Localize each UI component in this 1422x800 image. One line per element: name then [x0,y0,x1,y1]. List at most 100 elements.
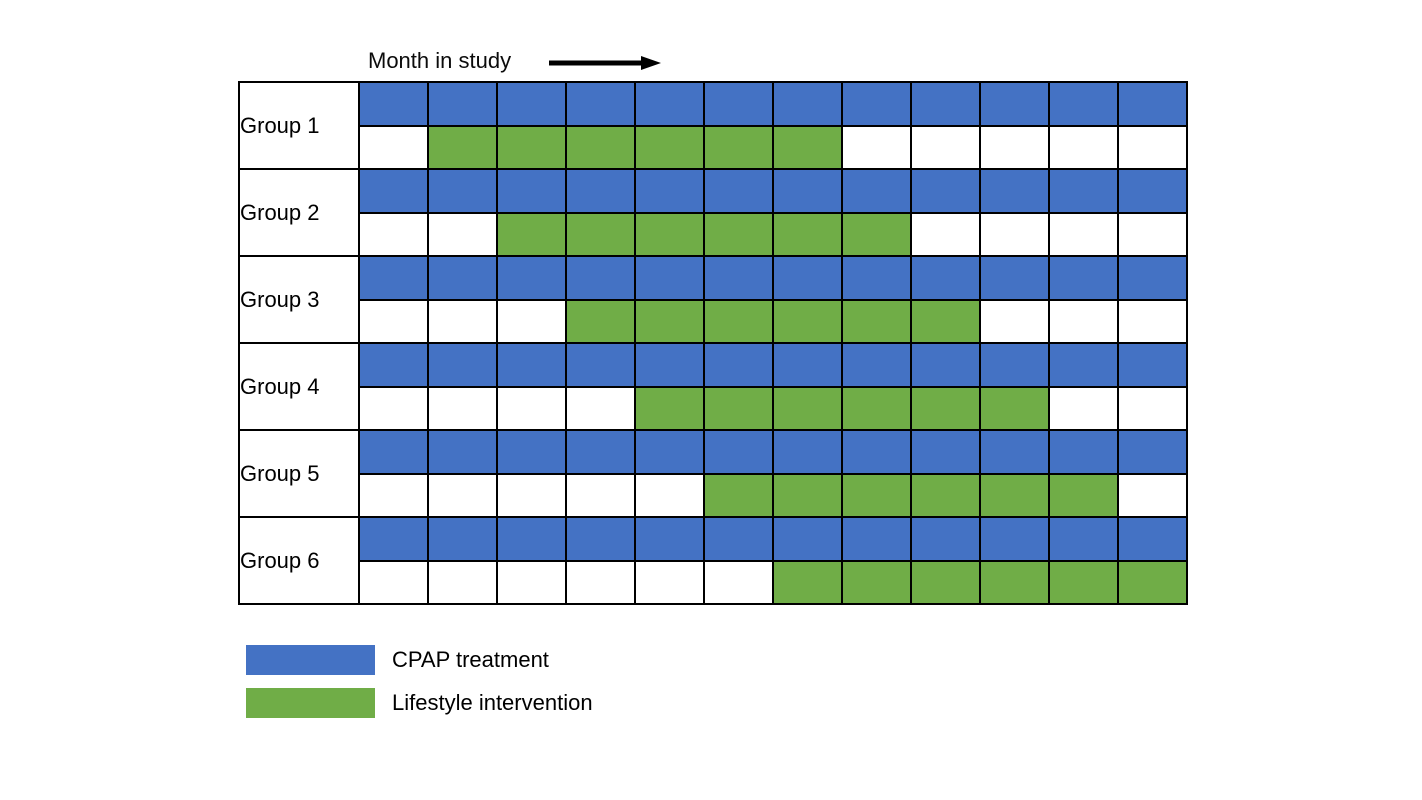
group-label: Group 6 [238,516,360,605]
cpap-cell [427,168,498,214]
lifestyle-legend-label: Lifestyle intervention [392,690,593,715]
empty-cell [427,472,498,518]
lifestyle-cell [703,211,774,257]
cpap-cell [1117,255,1188,301]
empty-cell [979,298,1050,344]
empty-cell [979,211,1050,257]
cpap-cell [910,81,981,127]
cpap-cell [358,168,429,214]
cpap-cell [703,168,774,214]
cpap-cell [1048,81,1119,127]
empty-cell [1117,472,1188,518]
cpap-cell [841,342,912,388]
empty-cell [979,124,1050,170]
cpap-cell [772,168,843,214]
lifestyle-cell [772,559,843,605]
cpap-cell [565,255,636,301]
cpap-legend-label: CPAP treatment [392,647,549,672]
cpap-cell [496,81,567,127]
lifestyle-cell [772,385,843,431]
cpap-cell [427,255,498,301]
lifestyle-cell [634,211,705,257]
cpap-cell [634,429,705,475]
cpap-cell [910,516,981,562]
cpap-cell [910,255,981,301]
group-label: Group 1 [238,81,360,170]
empty-cell [358,472,429,518]
cpap-cell [1117,429,1188,475]
lifestyle-cell [841,559,912,605]
cpap-cell [1048,429,1119,475]
cpap-cell [979,516,1050,562]
empty-cell [1048,211,1119,257]
cpap-cell [565,342,636,388]
group-row: Group 3 [238,255,1188,344]
cpap-cell [634,255,705,301]
cpap-cell [841,168,912,214]
lifestyle-cell [634,385,705,431]
empty-cell [841,124,912,170]
lifestyle-cell [841,298,912,344]
cpap-cell [634,516,705,562]
cpap-cell [772,81,843,127]
group-row-intervention [239,472,1188,518]
cpap-cell [979,342,1050,388]
lifestyle-cell [1048,472,1119,518]
cpap-cell [1117,516,1188,562]
cpap-cell [358,255,429,301]
cpap-cell [841,429,912,475]
cpap-cell [427,516,498,562]
lifestyle-cell [841,385,912,431]
cpap-cell [841,255,912,301]
empty-cell [358,211,429,257]
right-arrow-icon [549,56,661,70]
lifestyle-cell [496,124,567,170]
lifestyle-cell [634,298,705,344]
cpap-cell [1048,255,1119,301]
lifestyle-cell [496,211,567,257]
lifestyle-cell [772,124,843,170]
group-row-intervention [239,124,1188,170]
empty-cell [1048,124,1119,170]
lifestyle-cell [634,124,705,170]
empty-cell [427,211,498,257]
cpap-cell [1048,168,1119,214]
lifestyle-cell [910,559,981,605]
empty-cell [910,124,981,170]
lifestyle-cell [910,472,981,518]
empty-cell [427,559,498,605]
cpap-cell [772,516,843,562]
group-row: Group 5 [238,429,1188,518]
lifestyle-cell [841,211,912,257]
cpap-cell [565,168,636,214]
empty-cell [565,385,636,431]
cpap-cell [1117,168,1188,214]
group-label: Group 5 [238,429,360,518]
legend-row-cpap: CPAP treatment [246,645,593,675]
group-row: Group 4 [238,342,1188,431]
cpap-cell [358,429,429,475]
empty-cell [496,385,567,431]
lifestyle-cell [772,298,843,344]
empty-cell [1117,298,1188,344]
legend: CPAP treatment Lifestyle intervention [246,645,593,718]
cpap-cell [910,429,981,475]
cpap-cell [358,342,429,388]
empty-cell [358,385,429,431]
lifestyle-cell [565,211,636,257]
cpap-cell [427,342,498,388]
lifestyle-cell [703,385,774,431]
group-label: Group 3 [238,255,360,344]
lifestyle-cell [427,124,498,170]
empty-cell [1117,385,1188,431]
group-row-intervention [239,211,1188,257]
group-row: Group 1 [238,81,1188,170]
lifestyle-cell [703,472,774,518]
empty-cell [1117,211,1188,257]
empty-cell [1048,385,1119,431]
lifestyle-cell [979,559,1050,605]
cpap-cell [496,429,567,475]
cpap-cell [565,81,636,127]
cpap-cell [427,429,498,475]
